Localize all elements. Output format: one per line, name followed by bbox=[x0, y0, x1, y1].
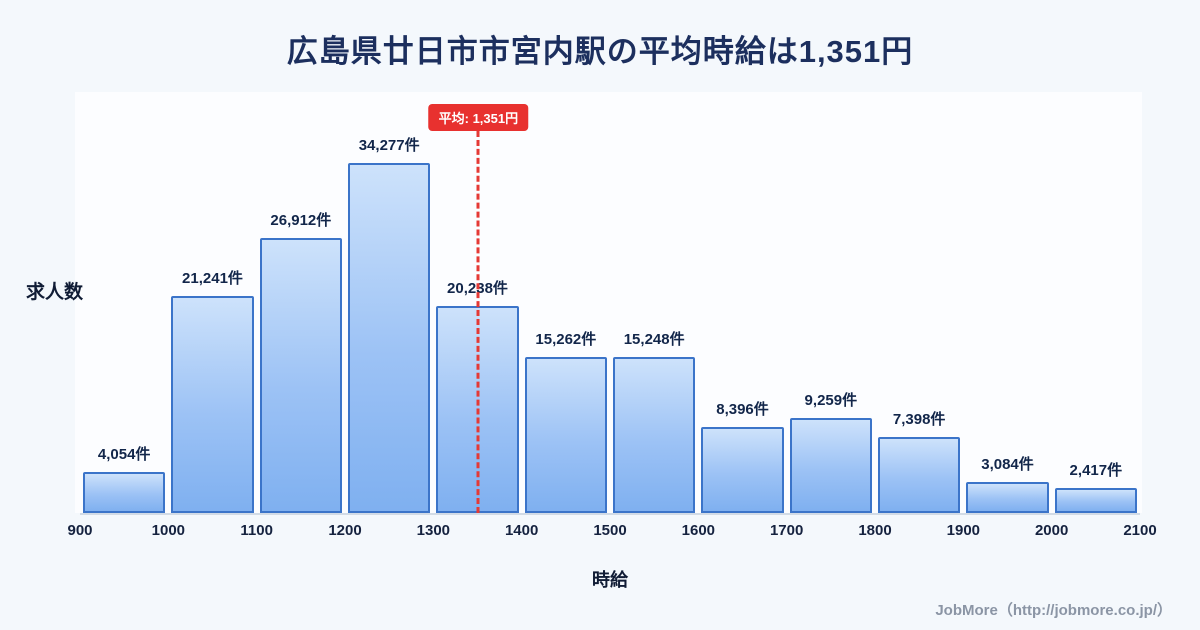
histogram-bar bbox=[1054, 488, 1137, 513]
x-tick-label: 1400 bbox=[504, 522, 539, 539]
plot-area: 4,054件 21,241件 26,912件 34,277件 20,238件 15,262… bbox=[80, 137, 1140, 515]
bar-value-label: 21,241件 bbox=[182, 270, 243, 287]
x-tick-label: 1600 bbox=[681, 522, 716, 539]
bar-value-label: 7,398件 bbox=[892, 411, 946, 428]
histogram-bar bbox=[171, 296, 254, 513]
bar-value-label: 8,396件 bbox=[716, 401, 769, 418]
x-axis-label: 時給 bbox=[592, 570, 628, 590]
histogram-bar bbox=[878, 437, 961, 513]
x-tick-label: 1500 bbox=[593, 522, 627, 539]
y-axis-label: 求人数 bbox=[26, 282, 84, 303]
histogram-bar bbox=[348, 163, 431, 513]
x-axis-ticks: 900 1000 1100 1200 1300 1400 1500 1600 1700 1800 1… bbox=[67, 522, 1156, 542]
bar-value-label: 4,054件 bbox=[97, 446, 151, 463]
x-tick-label: 1000 bbox=[151, 522, 186, 539]
x-tick-label: 2000 bbox=[1034, 522, 1069, 539]
histogram-bar bbox=[259, 238, 342, 513]
bar-value-label: 3,084件 bbox=[981, 456, 1034, 473]
chart-title: 広島県廿日市市宮内駅の平均時給は1,351円 bbox=[286, 34, 914, 69]
x-tick-label: 1200 bbox=[328, 522, 362, 539]
average-line bbox=[476, 131, 480, 513]
histogram-bar bbox=[789, 418, 872, 513]
footer-credit: JobMore（http://jobmore.co.jp/） bbox=[935, 602, 1172, 619]
bar-value-label: 15,262件 bbox=[535, 331, 597, 348]
x-tick-label: 1700 bbox=[769, 522, 804, 539]
histogram-bar bbox=[524, 357, 607, 513]
histogram-bar bbox=[701, 427, 784, 513]
x-tick-label: 1900 bbox=[946, 522, 981, 539]
histogram-bar bbox=[966, 482, 1049, 513]
bar-value-label: 26,912件 bbox=[270, 212, 332, 229]
average-badge: 平均: 1,351円 bbox=[428, 104, 529, 131]
bar-value-label: 15,248件 bbox=[623, 331, 685, 348]
x-tick-label: 1800 bbox=[858, 522, 892, 539]
histogram-bar bbox=[83, 472, 166, 513]
x-tick-label: 1100 bbox=[240, 522, 273, 539]
x-tick-label: 900 bbox=[67, 522, 93, 539]
bar-value-label: 34,277件 bbox=[358, 137, 420, 154]
bar-value-label: 2,417件 bbox=[1069, 462, 1123, 479]
x-tick-label: 1300 bbox=[416, 522, 451, 539]
x-tick-label: 2100 bbox=[1123, 522, 1157, 539]
histogram-bar bbox=[613, 357, 696, 513]
bar-value-label: 9,259件 bbox=[804, 392, 858, 409]
